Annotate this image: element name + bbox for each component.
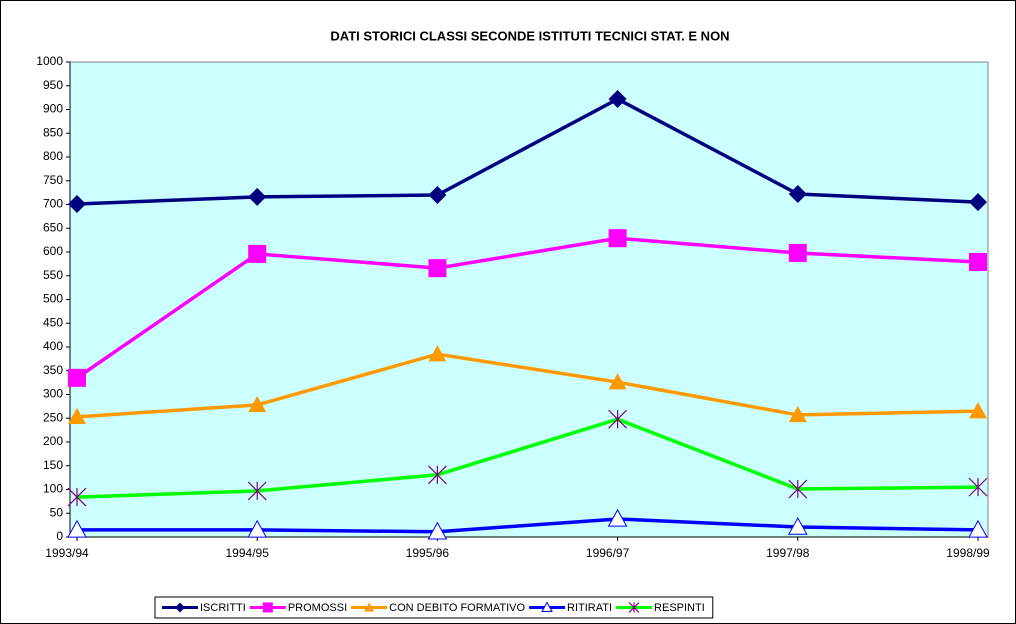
legend-label: CON DEBITO FORMATIVO <box>389 602 525 614</box>
marker <box>607 508 628 527</box>
marker <box>608 229 627 248</box>
x-tick-label: 1998/99 <box>946 546 990 560</box>
y-tick-label: 250 <box>43 410 63 424</box>
y-tick-label: 800 <box>43 149 63 163</box>
marker <box>608 373 627 390</box>
marker <box>787 516 808 535</box>
y-tick-label: 350 <box>43 363 63 377</box>
y-tick-label: 400 <box>43 339 63 353</box>
marker <box>428 345 447 362</box>
y-tick-label: 150 <box>43 458 63 472</box>
marker <box>608 409 628 429</box>
y-tick-label: 300 <box>43 387 63 401</box>
marker <box>969 193 987 212</box>
marker <box>262 602 273 613</box>
marker <box>608 90 627 109</box>
y-tick-label: 500 <box>43 292 63 306</box>
series-line <box>76 97 979 206</box>
marker <box>968 519 988 538</box>
series-line <box>76 352 979 419</box>
marker <box>969 402 987 419</box>
marker <box>68 195 86 214</box>
marker <box>175 602 185 613</box>
marker <box>67 487 87 507</box>
y-tick-label: 650 <box>43 220 63 234</box>
plot-area <box>69 61 989 538</box>
marker <box>969 252 987 271</box>
y-tick-label: 550 <box>43 268 63 282</box>
legend-label: RITIRATI <box>567 602 612 614</box>
marker <box>68 368 86 387</box>
marker <box>788 243 807 262</box>
marker <box>68 407 86 425</box>
y-tick-label: 50 <box>50 505 64 519</box>
marker <box>788 405 807 423</box>
marker <box>427 521 448 540</box>
y-tick-label: 200 <box>43 434 63 448</box>
x-tick-label: 1996/97 <box>586 546 630 560</box>
x-tick-label: 1997/98 <box>766 546 810 560</box>
series-line <box>76 236 979 380</box>
x-tick-label: 1994/95 <box>226 546 270 560</box>
marker <box>248 244 267 263</box>
y-tick-label: 100 <box>43 482 63 496</box>
marker <box>248 395 267 413</box>
marker <box>428 259 447 278</box>
marker <box>788 479 808 499</box>
legend-label: RESPINTI <box>654 602 705 614</box>
legend-box <box>154 596 714 619</box>
marker <box>427 465 447 485</box>
marker <box>788 185 807 204</box>
y-tick-label: 900 <box>43 102 63 116</box>
marker <box>364 602 375 612</box>
marker <box>248 187 267 206</box>
series-line <box>77 517 979 534</box>
marker <box>67 519 87 538</box>
y-tick-label: 450 <box>43 315 63 329</box>
y-tick-label: 750 <box>43 173 63 187</box>
y-tick-label: 1000 <box>36 54 63 68</box>
marker <box>247 519 268 538</box>
legend: ISCRITTI PROMOSSI CON DEBITO FORMATIVO RITI… <box>154 596 714 619</box>
x-tick-label: 1995/96 <box>406 546 450 560</box>
y-tick-label: 950 <box>43 78 63 92</box>
marker <box>428 186 447 204</box>
marker <box>628 602 640 613</box>
marker <box>247 481 267 501</box>
y-tick-label: 700 <box>43 197 63 211</box>
legend-label: ISCRITTI <box>200 602 246 614</box>
chart-title: DATI STORICI CLASSI SECONDE ISTITUTI TEC… <box>330 28 729 43</box>
x-tick-label: 1993/94 <box>45 546 89 560</box>
legend-label: PROMOSSI <box>288 602 347 614</box>
y-tick-label: 850 <box>43 125 63 139</box>
y-tick-label: 0 <box>56 529 63 543</box>
y-tick-label: 600 <box>43 244 63 258</box>
marker <box>541 601 553 612</box>
series-line <box>76 417 979 499</box>
marker <box>968 477 988 497</box>
